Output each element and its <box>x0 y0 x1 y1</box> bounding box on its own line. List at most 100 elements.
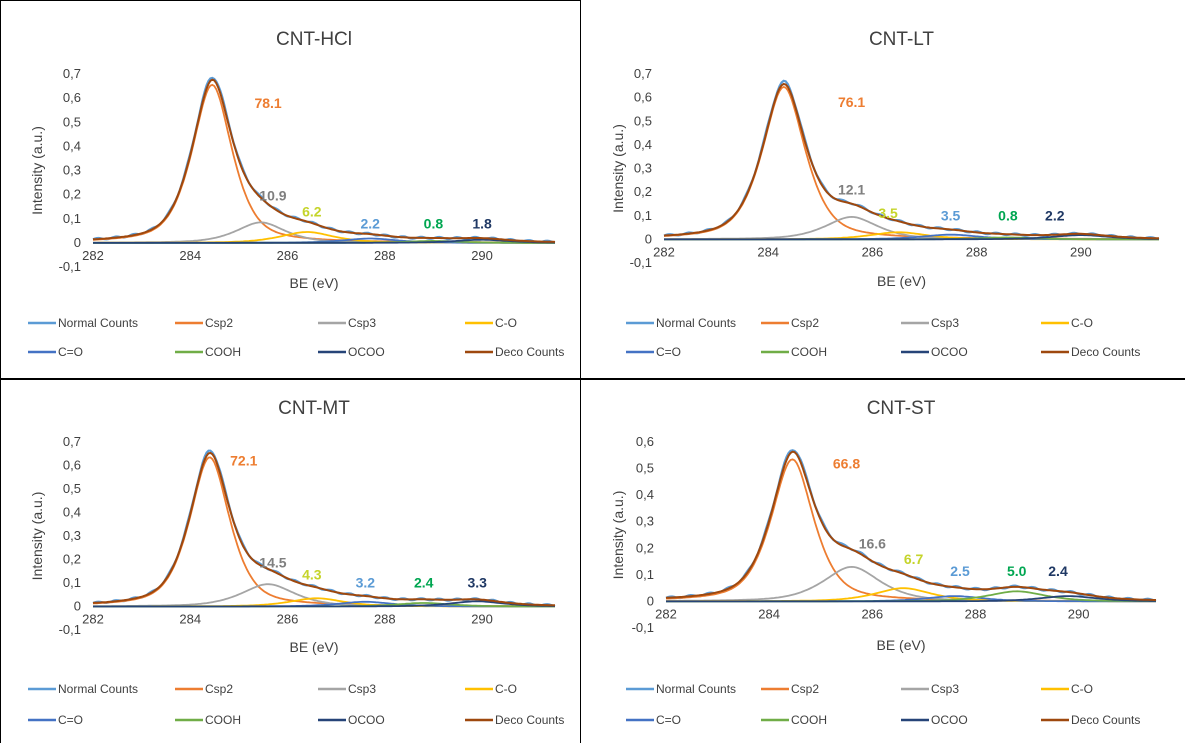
y-tick-label: 0,5 <box>634 113 652 128</box>
y-tick-label: 0,7 <box>634 66 652 81</box>
x-axis-label: BE (eV) <box>877 273 926 289</box>
legend-label-ocoo: OCOO <box>348 713 385 727</box>
y-tick-label: 0,4 <box>636 487 654 502</box>
data-label-csp2: 78.1 <box>254 95 281 111</box>
y-axis-label: Intensity (a.u.) <box>610 491 626 580</box>
x-tick-label: 282 <box>653 244 675 259</box>
y-tick-label: 0,5 <box>63 114 81 129</box>
y-tick-label: 0,3 <box>63 528 81 543</box>
legend-label-normal-counts: Normal Counts <box>656 316 736 330</box>
legend-label-deco-counts: Deco Counts <box>495 713 564 727</box>
legend-label-csp3: Csp3 <box>931 682 959 696</box>
chart-title: CNT-HCl <box>276 29 352 50</box>
chart-svg: CNT-HCl -0,1 0 0,1 0,2 0,3 0,4 0,5 0,6 0,7 282 284 2… <box>28 29 564 359</box>
border-left <box>0 0 1 743</box>
y-tick-label: -0,1 <box>59 259 81 274</box>
data-label-c-o: 3.2 <box>356 575 376 591</box>
chart-panel-cnt-lt: CNT-LT -0,1 0 0,1 0,2 0,3 0,4 0,5 0,6 0,7 282 284 28… <box>581 0 1185 378</box>
chart-panel-cnt-hcl: CNT-HCl -0,1 0 0,1 0,2 0,3 0,4 0,5 0,6 0,7 282 284 2… <box>0 0 580 378</box>
chart-panel-cnt-st: CNT-ST -0,1 0 0,1 0,2 0,3 0,4 0,5 0,6 282 284 286 28… <box>581 380 1185 743</box>
legend-label-c-o: C=O <box>656 713 681 727</box>
data-label-c-o: 4.3 <box>302 566 322 582</box>
y-tick-label: 0,1 <box>63 575 81 590</box>
data-label-csp2: 66.8 <box>833 456 860 472</box>
y-tick-label: 0,5 <box>63 481 81 496</box>
legend-label-deco-counts: Deco Counts <box>1071 713 1140 727</box>
series-deco-counts <box>663 82 1159 240</box>
data-label-cooh: 5.0 <box>1007 563 1027 579</box>
data-label-csp2: 72.1 <box>230 453 257 469</box>
legend-label-csp3: Csp3 <box>348 682 376 696</box>
legend-label-cooh: COOH <box>791 713 827 727</box>
legend-label-cooh: COOH <box>205 713 241 727</box>
y-tick-label: 0,3 <box>634 161 652 176</box>
y-tick-label: 0,6 <box>63 458 81 473</box>
legend-label-csp3: Csp3 <box>348 316 376 330</box>
legend-label-csp2: Csp2 <box>791 682 819 696</box>
data-label-cooh: 0.8 <box>424 215 444 231</box>
x-tick-label: 290 <box>1068 606 1090 621</box>
legend-label-c-o: C-O <box>1071 682 1093 696</box>
x-tick-label: 284 <box>758 606 780 621</box>
y-tick-label: 0,2 <box>634 184 652 199</box>
series-deco-counts <box>92 451 555 607</box>
data-label-ocoo: 1.8 <box>472 215 492 231</box>
y-tick-label: -0,1 <box>59 622 81 637</box>
series-ocoo <box>93 238 556 244</box>
x-tick-label: 288 <box>966 244 988 259</box>
x-tick-label: 288 <box>374 612 396 627</box>
x-axis-label: BE (eV) <box>289 639 338 655</box>
legend-label-c-o: C=O <box>58 713 83 727</box>
data-label-cooh: 2.4 <box>414 575 434 591</box>
chart-title: CNT-ST <box>867 398 936 419</box>
y-tick-label: 0,3 <box>63 163 81 178</box>
data-label-cooh: 0.8 <box>998 207 1018 223</box>
x-axis-label: BE (eV) <box>289 275 338 291</box>
y-axis-label: Intensity (a.u.) <box>29 492 45 581</box>
data-label-c-o: 6.2 <box>302 203 322 219</box>
x-axis-label: BE (eV) <box>876 637 925 653</box>
x-tick-label: 286 <box>277 248 299 263</box>
horizontal-divider <box>0 378 1185 380</box>
y-tick-label: 0,1 <box>636 567 654 582</box>
chart-svg: CNT-MT -0,1 0 0,1 0,2 0,3 0,4 0,5 0,6 0,7 282 284 28… <box>28 398 564 727</box>
y-tick-label: 0,6 <box>636 434 654 449</box>
y-axis-label: Intensity (a.u.) <box>29 126 45 215</box>
legend-label-normal-counts: Normal Counts <box>58 682 138 696</box>
series-ocoo <box>666 595 1156 603</box>
y-tick-label: 0 <box>645 231 652 246</box>
y-tick-label: 0,3 <box>636 514 654 529</box>
y-tick-label: 0 <box>74 599 81 614</box>
data-label-c-o: 2.2 <box>360 215 380 231</box>
y-tick-label: 0,1 <box>634 208 652 223</box>
y-tick-label: 0,5 <box>636 461 654 476</box>
y-tick-label: 0,4 <box>634 137 652 152</box>
data-label-csp2: 76.1 <box>838 94 865 110</box>
legend-label-c-o: C-O <box>495 316 517 330</box>
data-label-ocoo: 2.4 <box>1048 563 1068 579</box>
legend-label-c-o: C-O <box>495 682 517 696</box>
legend-label-cooh: COOH <box>205 345 241 359</box>
series-csp2 <box>666 458 1156 602</box>
series-deco-counts <box>92 78 556 243</box>
x-tick-label: 282 <box>655 606 677 621</box>
data-label-c-o: 3.5 <box>941 207 961 223</box>
y-tick-label: -0,1 <box>632 620 654 635</box>
x-tick-label: 284 <box>179 612 201 627</box>
legend-label-normal-counts: Normal Counts <box>656 682 736 696</box>
y-tick-label: 0,4 <box>63 505 81 520</box>
series-deco-counts <box>665 450 1156 601</box>
legend-label-csp3: Csp3 <box>931 316 959 330</box>
data-label-ocoo: 3.3 <box>467 575 487 591</box>
x-tick-label: 288 <box>374 248 396 263</box>
x-tick-label: 286 <box>861 606 883 621</box>
x-tick-label: 282 <box>82 248 104 263</box>
y-tick-label: 0,6 <box>634 90 652 105</box>
legend-label-csp2: Csp2 <box>791 316 819 330</box>
y-tick-label: 0,7 <box>63 434 81 449</box>
y-tick-label: 0,7 <box>63 66 81 81</box>
x-tick-label: 290 <box>471 248 493 263</box>
chart-title: CNT-MT <box>278 398 350 419</box>
legend-label-csp2: Csp2 <box>205 316 233 330</box>
